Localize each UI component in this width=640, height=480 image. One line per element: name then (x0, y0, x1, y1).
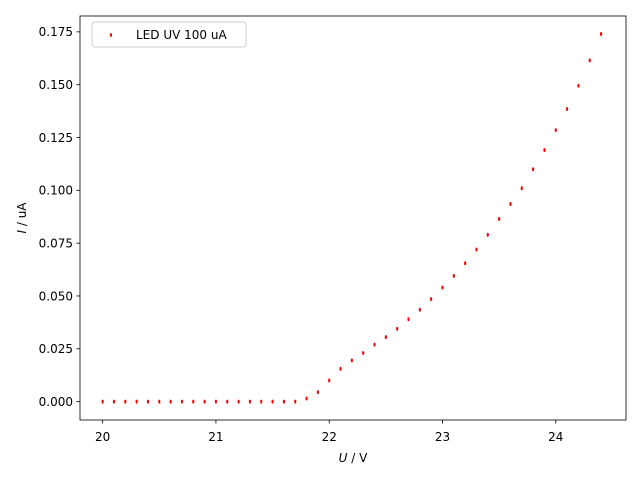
x-tick-label: 23 (435, 430, 450, 444)
legend-marker (109, 33, 113, 37)
y-tick-label: 0.000 (39, 395, 73, 409)
data-point (509, 202, 512, 207)
data-point (520, 186, 523, 191)
y-axis-ticks: 0.000 0.025 0.050 0.075 0.100 0.125 0.150 0.175 (39, 25, 80, 409)
data-point (294, 399, 297, 404)
data-point (158, 399, 161, 404)
data-point (486, 232, 489, 237)
data-points (101, 31, 603, 404)
data-point (407, 317, 410, 322)
data-point (532, 167, 535, 172)
data-point (260, 399, 263, 404)
data-point (180, 399, 184, 404)
plot-area (80, 16, 626, 420)
data-point (396, 326, 399, 331)
data-point (452, 273, 455, 278)
data-point (146, 399, 150, 404)
data-point (203, 399, 206, 404)
x-axis-label: U / V (339, 451, 368, 465)
legend: LED UV 100 uA (91, 21, 247, 48)
plot-frame (79, 15, 627, 421)
legend-box (91, 21, 247, 48)
y-tick-label: 0.100 (39, 184, 73, 198)
data-point (169, 399, 172, 404)
data-point (135, 399, 138, 404)
data-point (430, 297, 433, 302)
data-point (305, 396, 308, 401)
data-point (328, 378, 331, 383)
data-point (316, 390, 319, 395)
data-point (214, 399, 218, 404)
data-point (418, 307, 421, 312)
data-point (464, 261, 467, 266)
y-tick-label: 0.175 (39, 25, 73, 39)
data-point (475, 247, 478, 252)
data-point (339, 366, 342, 371)
data-point (441, 285, 444, 290)
data-point (350, 358, 353, 363)
data-point (271, 399, 274, 404)
legend-entry: LED UV 100 uA (136, 28, 227, 42)
data-point (373, 342, 376, 347)
data-point (112, 399, 116, 404)
data-point (577, 83, 580, 88)
x-tick-label: 22 (322, 430, 337, 444)
data-point (554, 128, 557, 133)
data-point (498, 216, 501, 221)
data-point (237, 399, 240, 404)
y-tick-label: 0.025 (39, 342, 73, 356)
data-point (588, 58, 591, 63)
data-point (566, 106, 569, 111)
y-tick-label: 0.050 (39, 289, 73, 303)
data-point (226, 399, 229, 404)
y-tick-label: 0.150 (39, 78, 73, 92)
x-tick-label: 24 (548, 430, 563, 444)
data-point (248, 399, 252, 404)
data-point (192, 399, 195, 404)
y-axis-label: I / uA (15, 202, 29, 234)
data-point (384, 335, 387, 340)
data-point (543, 148, 546, 153)
x-tick-label: 21 (208, 430, 223, 444)
data-point (599, 31, 603, 36)
y-tick-label: 0.125 (39, 131, 73, 145)
x-tick-label: 20 (95, 430, 110, 444)
x-axis-ticks: 20 21 22 23 24 (95, 420, 563, 444)
data-point (101, 399, 104, 404)
y-tick-label: 0.075 (39, 236, 73, 250)
data-point (124, 399, 127, 404)
data-point (282, 399, 285, 404)
data-point (362, 351, 365, 356)
